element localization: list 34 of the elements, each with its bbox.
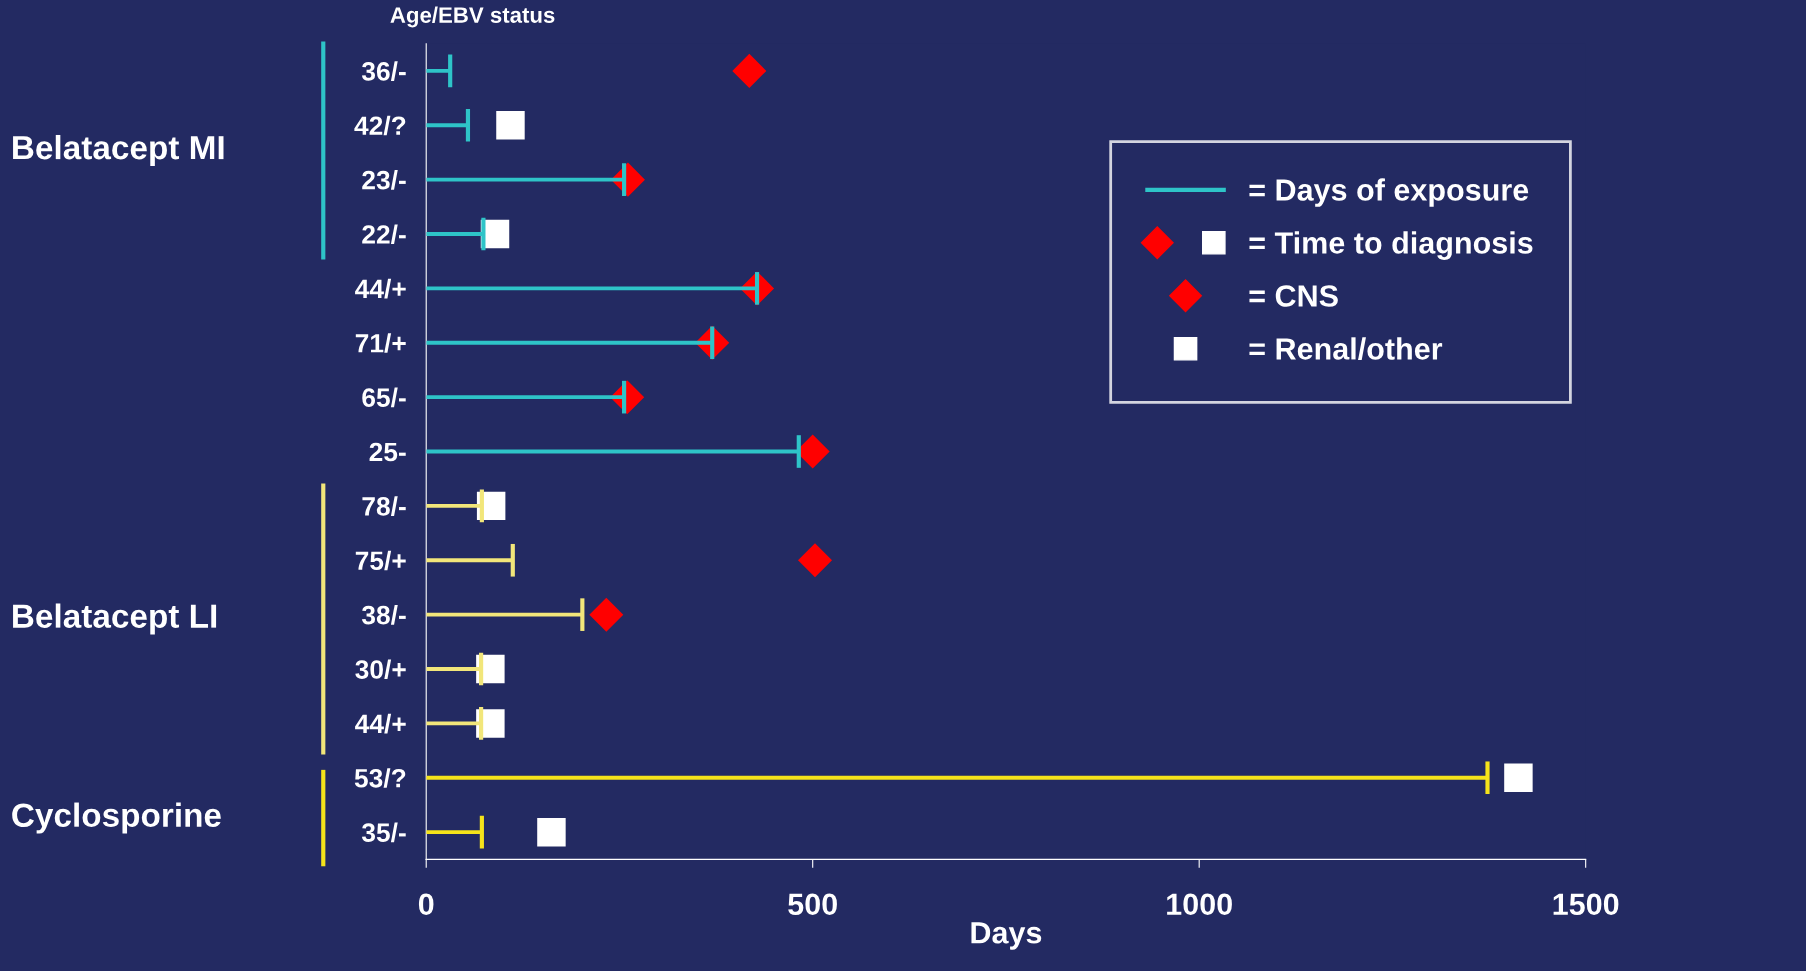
text: Cyclosporine [12, 802, 221, 834]
y-tick-label: 42/? [354, 115, 406, 136]
point [589, 597, 624, 632]
y-tick-label: 44/+ [355, 713, 406, 734]
point [537, 817, 566, 847]
point [798, 543, 833, 578]
point [496, 111, 525, 140]
y-tick-label: 53/? [354, 768, 406, 788]
point [732, 53, 767, 88]
text: Belatacept MI [13, 134, 224, 167]
y-tick-label: 71/+ [355, 333, 406, 353]
y-tick-label: 36/- [361, 61, 406, 81]
x-tick-label: 1000 [1167, 893, 1232, 916]
y-tick-label: 25- [369, 442, 406, 462]
y-tick-label: 22/- [362, 224, 406, 245]
y-tick-label: 23/- [362, 170, 406, 190]
y-tick-label: 44/+ [355, 278, 406, 299]
x-tick-label: 500 [788, 893, 837, 916]
y-tick-label: 30/+ [355, 659, 406, 680]
y-tick-label: 35/- [361, 822, 406, 843]
point [1504, 763, 1533, 792]
y-axis-title: Age/EBV status [390, 6, 555, 28]
legend-label: = CNS [1249, 285, 1338, 307]
x-axis-title: Days [971, 922, 1042, 950]
annotation: = Time to diagnosis [1249, 231, 1533, 260]
x-tick-label: 0 [418, 893, 434, 916]
legend-label: = Days of exposure [1249, 178, 1529, 207]
legend-label: = Renal/other [1249, 337, 1443, 361]
y-tick-label: 78/- [362, 496, 406, 516]
y-tick-label: 65/- [362, 387, 406, 408]
text: Belatacept LI [13, 603, 217, 635]
x-tick-label: 1500 [1553, 893, 1619, 916]
y-tick-label: 38/- [361, 605, 406, 625]
y-tick-label: 75/+ [355, 550, 406, 571]
